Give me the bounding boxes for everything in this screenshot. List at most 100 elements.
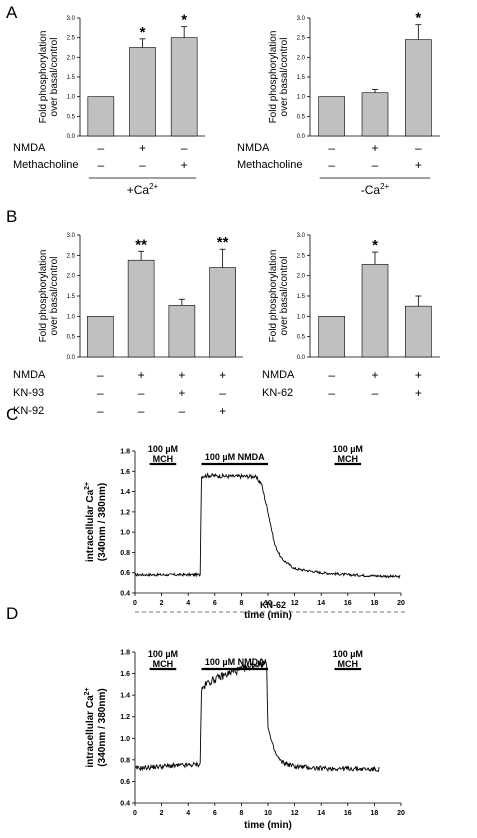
x-tick-label: 20 [397, 810, 405, 817]
condition-plus-ca: +Ca2+ [88, 177, 197, 197]
y-tick-label: 2.0 [297, 55, 306, 61]
treatment-sign: – [219, 386, 226, 400]
y-axis-label: over basal/control [49, 257, 60, 336]
treatment-sign: – [138, 404, 145, 418]
y-tick-label: 1.5 [67, 75, 76, 81]
treatment-sign: – [328, 158, 335, 172]
x-tick-label: 8 [239, 810, 243, 817]
bar-chart-B2: 0.0 0.5 1.0 1.5 2.0 2.5 3.0 Fold phosphorylatio… [262, 233, 440, 400]
treatment-sign: – [372, 386, 379, 400]
y-tick-label: 1.6 [120, 469, 130, 476]
panel-letter-d: D [6, 604, 18, 623]
y-tick-label: 0.6 [120, 570, 130, 577]
bar [170, 37, 198, 137]
x-tick-label: 18 [371, 810, 379, 817]
treatment-label-mch-dose: 100 µM [148, 649, 178, 659]
y-tick-label: 0.8 [120, 757, 130, 764]
treatment-sign: + [415, 386, 422, 400]
calcium-trace [134, 659, 380, 773]
y-tick-label: 1.0 [120, 530, 130, 537]
treatment-sign: + [371, 368, 378, 382]
bar-chart-A1: 0.0 0.5 1.0 1.5 2.0 2.5 3.0 Fold phosphorylatio… [13, 12, 205, 172]
treatment-label: KN-92 [13, 405, 44, 417]
bar [405, 39, 432, 137]
treatment-label-mch: MCH [338, 659, 359, 669]
y-tick-label: 2.0 [297, 274, 306, 280]
panel-letter-b: B [6, 207, 17, 226]
treatment-sign: – [139, 158, 146, 172]
treatment-sign: + [138, 368, 145, 382]
treatment-sign: + [219, 368, 226, 382]
bar [209, 267, 236, 358]
treatment-label-mch-dose: 100 µM [333, 649, 363, 659]
y-tick-label: 2.5 [297, 253, 306, 259]
y-tick-label: 0.8 [120, 550, 130, 557]
significance-marker: ** [135, 236, 147, 253]
y-tick-label: 2.5 [67, 253, 76, 259]
treatment-label-nmda: 100 µM NMDA [205, 657, 265, 667]
treatment-label: NMDA [262, 369, 295, 381]
x-tick-label: 18 [371, 600, 379, 607]
condition-label: -Ca2+ [361, 182, 390, 197]
treatment-sign: – [97, 141, 104, 155]
treatment-label-mch-dose: 100 µM [333, 444, 363, 454]
significance-marker: ** [217, 234, 229, 251]
x-tick-label: 2 [160, 810, 164, 817]
treatment-label: NMDA [13, 369, 46, 381]
significance-marker: * [372, 237, 378, 254]
calcium-trace [134, 472, 401, 580]
treatment-label: KN-62 [262, 387, 293, 399]
x-tick-label: 20 [397, 600, 405, 607]
y-tick-label: 0.6 [120, 779, 130, 786]
y-tick-label: 1.8 [120, 650, 130, 657]
treatment-sign: + [139, 141, 146, 155]
y-tick-label: 1.5 [297, 294, 306, 300]
x-tick-label: 0 [133, 600, 137, 607]
treatment-sign: – [97, 386, 104, 400]
condition-label: +Ca2+ [127, 182, 159, 197]
trace-chart-C: 0.4 0.6 0.8 1.0 1.2 1.4 1.6 1.8 0 2 4 6 8 10 12 14 16 18 2… [84, 444, 405, 621]
x-tick-label: 12 [291, 600, 299, 607]
panel-letter-c: C [6, 405, 18, 424]
y-tick-label: 3.0 [297, 16, 306, 22]
y-axis-label: Fold phosphorylation [38, 31, 49, 124]
bar [127, 259, 155, 358]
y-tick-label: 3.0 [67, 233, 76, 239]
bar [87, 316, 114, 358]
y-tick-label: 1.0 [297, 95, 306, 101]
bar-chart-B1: 0.0 0.5 1.0 1.5 2.0 2.5 3.0 Fold phosphorylatio… [13, 233, 243, 418]
treatment-label: Methacholine [237, 159, 302, 171]
y-tick-label: 2.5 [67, 36, 76, 42]
y-tick-label: 2.0 [67, 274, 76, 280]
y-tick-label: 0.5 [297, 335, 306, 341]
y-tick-label: 1.5 [67, 294, 76, 300]
treatment-sign: – [328, 368, 335, 382]
kn62-label: KN-62 [260, 600, 286, 610]
treatment-sign: – [415, 141, 422, 155]
y-tick-label: 0.5 [297, 114, 306, 120]
y-tick-label: 0.5 [67, 335, 76, 341]
y-axis-label: (340nm / 380nm) [97, 483, 108, 561]
bar-chart-A2: 0.0 0.5 1.0 1.5 2.0 2.5 3.0 Fold phosphorylatio… [237, 10, 440, 172]
bar [405, 305, 432, 358]
treatment-label: Methacholine [13, 159, 78, 171]
treatment-sign: + [415, 368, 422, 382]
bar [168, 305, 196, 358]
x-tick-label: 14 [317, 600, 325, 607]
x-axis-label: time (min) [244, 610, 292, 621]
panel-letter-a: A [6, 3, 18, 22]
bar [361, 92, 389, 137]
y-tick-label: 1.8 [120, 449, 130, 456]
treatment-sign: + [181, 158, 188, 172]
significance-marker: * [140, 24, 146, 41]
y-tick-label: 0.5 [67, 114, 76, 120]
significance-marker: * [415, 10, 421, 27]
y-tick-label: 2.5 [297, 36, 306, 42]
y-tick-label: 1.0 [67, 95, 76, 101]
treatment-label-mch: MCH [153, 659, 174, 669]
treatment-sign: + [415, 158, 422, 172]
x-tick-label: 0 [133, 810, 137, 817]
treatment-sign: + [219, 404, 226, 418]
y-axis-label: (340nm / 380nm) [97, 688, 108, 766]
